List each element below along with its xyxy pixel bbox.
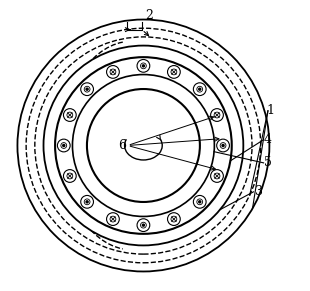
Circle shape: [140, 63, 146, 69]
Circle shape: [217, 139, 229, 152]
Circle shape: [61, 143, 67, 148]
Circle shape: [87, 89, 200, 202]
Circle shape: [167, 65, 180, 78]
Circle shape: [85, 88, 89, 91]
Circle shape: [137, 59, 150, 72]
Circle shape: [64, 109, 76, 121]
Circle shape: [84, 86, 90, 92]
Circle shape: [198, 200, 202, 203]
Circle shape: [64, 170, 76, 182]
Circle shape: [67, 112, 73, 118]
Circle shape: [107, 65, 119, 78]
Circle shape: [107, 213, 119, 226]
Text: 4: 4: [264, 133, 272, 146]
Circle shape: [43, 46, 243, 245]
Circle shape: [81, 83, 94, 95]
Circle shape: [193, 83, 206, 95]
Circle shape: [140, 222, 146, 228]
Circle shape: [193, 196, 206, 208]
Circle shape: [210, 170, 224, 182]
Circle shape: [84, 199, 90, 205]
Circle shape: [55, 57, 232, 234]
Circle shape: [81, 196, 94, 208]
Text: 1: 1: [267, 104, 275, 117]
Circle shape: [221, 144, 225, 147]
Circle shape: [137, 219, 150, 232]
Circle shape: [73, 74, 215, 217]
Circle shape: [85, 200, 89, 203]
Circle shape: [214, 112, 220, 118]
Circle shape: [110, 69, 116, 75]
Circle shape: [210, 109, 224, 121]
Circle shape: [142, 64, 145, 68]
Circle shape: [171, 216, 177, 222]
Circle shape: [62, 144, 65, 147]
Circle shape: [142, 223, 145, 227]
Circle shape: [198, 88, 202, 91]
Circle shape: [57, 139, 70, 152]
Circle shape: [67, 173, 73, 179]
Text: 5: 5: [264, 156, 272, 169]
Circle shape: [167, 213, 180, 226]
Circle shape: [171, 69, 177, 75]
Circle shape: [220, 143, 226, 148]
Circle shape: [110, 216, 116, 222]
Circle shape: [197, 199, 203, 205]
Circle shape: [214, 173, 220, 179]
Text: 6: 6: [118, 139, 126, 152]
Text: 2: 2: [145, 9, 153, 22]
Circle shape: [17, 19, 269, 272]
Text: 3: 3: [255, 185, 263, 198]
Circle shape: [197, 86, 203, 92]
